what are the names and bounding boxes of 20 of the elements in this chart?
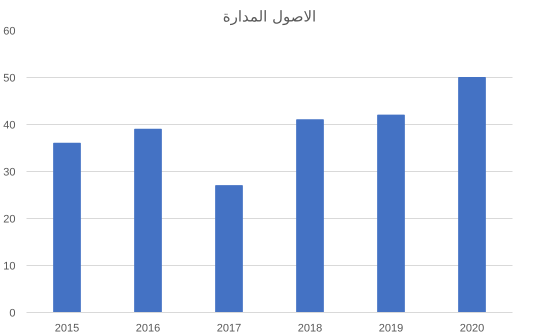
y-tick-label: 50 — [3, 72, 16, 84]
bar — [215, 185, 243, 312]
y-tick-label: 20 — [3, 214, 16, 226]
x-tick-label: 2017 — [216, 322, 242, 334]
y-tick-label: 60 — [3, 26, 16, 38]
chart-title: الاصول المدارة — [222, 8, 316, 26]
x-tick-label: 2018 — [298, 322, 322, 334]
y-tick-label: 40 — [3, 120, 16, 132]
x-tick-label: 2020 — [460, 322, 484, 334]
bar — [377, 114, 405, 312]
y-tick-label: 10 — [3, 260, 16, 272]
x-tick-label: 2016 — [136, 322, 160, 334]
bar — [53, 142, 81, 312]
x-tick-label: 2019 — [378, 322, 404, 334]
bar — [134, 128, 162, 312]
y-tick-label: 0 — [9, 308, 16, 320]
y-tick-label: 30 — [3, 166, 16, 178]
x-tick-label: 2015 — [54, 322, 80, 334]
bar — [296, 119, 324, 312]
bar — [458, 77, 486, 312]
